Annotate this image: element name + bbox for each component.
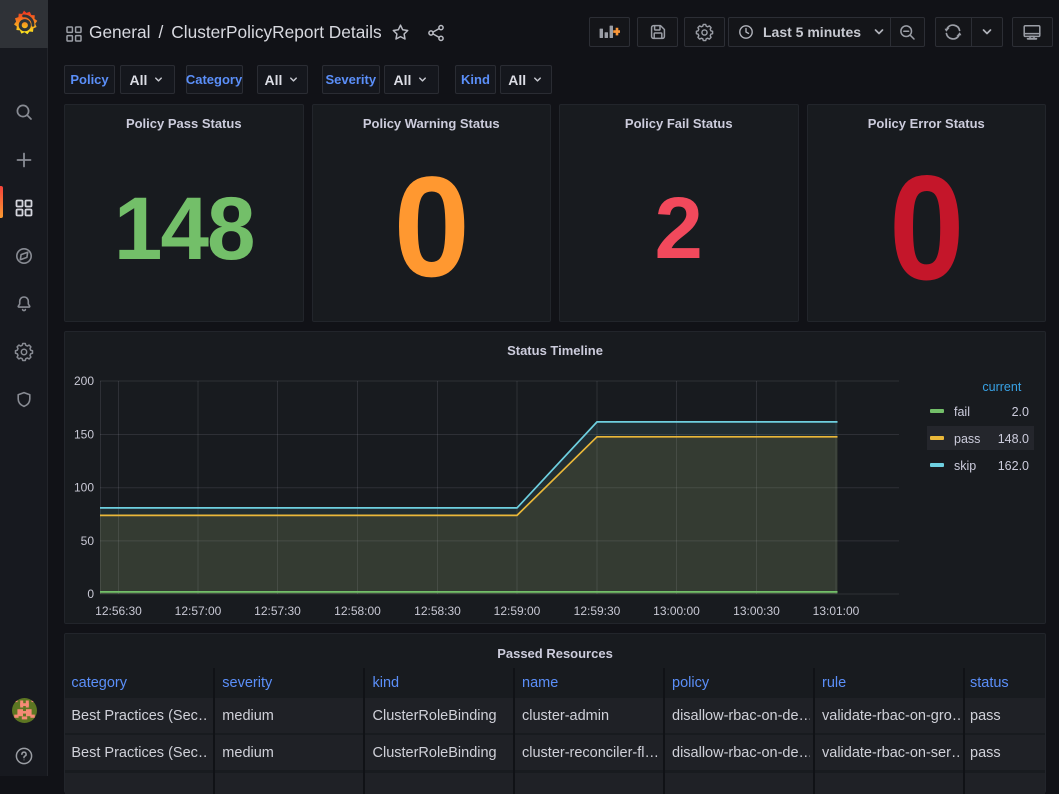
svg-text:12:58:30: 12:58:30 — [414, 604, 461, 618]
svg-text:50: 50 — [81, 534, 95, 548]
svg-text:200: 200 — [74, 374, 94, 388]
svg-text:12:57:00: 12:57:00 — [175, 604, 222, 618]
svg-text:12:56:30: 12:56:30 — [95, 604, 142, 618]
svg-text:150: 150 — [74, 428, 94, 442]
svg-text:12:57:30: 12:57:30 — [254, 604, 301, 618]
svg-text:0: 0 — [87, 587, 94, 601]
svg-text:13:00:30: 13:00:30 — [733, 604, 780, 618]
svg-text:13:01:00: 13:01:00 — [813, 604, 860, 618]
svg-text:12:58:00: 12:58:00 — [334, 604, 381, 618]
svg-text:13:00:00: 13:00:00 — [653, 604, 700, 618]
svg-text:12:59:00: 12:59:00 — [494, 604, 541, 618]
svg-text:12:59:30: 12:59:30 — [574, 604, 621, 618]
svg-text:100: 100 — [74, 481, 94, 495]
